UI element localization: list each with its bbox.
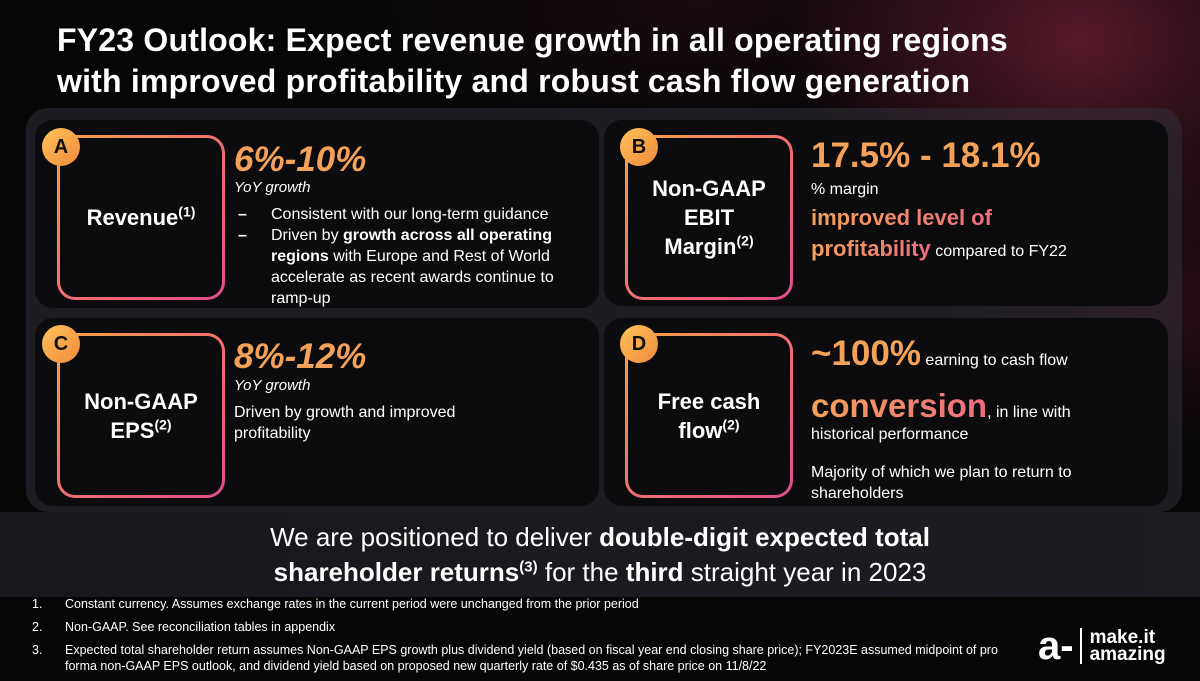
revenue-label: Revenue(1)	[60, 138, 222, 297]
eps-subhead: YoY growth	[234, 377, 311, 394]
logo-divider	[1079, 628, 1082, 664]
revenue-subhead: YoY growth	[234, 179, 311, 196]
ebit-label-line-1: Non-GAAP	[652, 176, 766, 201]
revenue-footnote-ref: (1)	[178, 203, 196, 220]
tagline-footnote-ref: (3)	[519, 558, 538, 576]
fcf-highlight: conversion	[811, 387, 988, 424]
logo-line-2: amazing	[1089, 644, 1166, 665]
eps-label-line-1: Non-GAAP	[84, 388, 198, 414]
fcf-label-line-1: Free cash	[657, 388, 761, 414]
fcf-head-trail: earning to cash flow	[920, 352, 1068, 369]
revenue-headline: 6%-10%	[234, 140, 367, 179]
footnote-number: 3.	[32, 643, 43, 657]
badge-a: A	[42, 128, 80, 166]
revenue-bullets: – Consistent with our long-term guidance…	[238, 204, 590, 309]
fcf-headline: ~100%	[811, 334, 921, 373]
bullet2-post: with Europe and Rest of World accelerate…	[271, 248, 554, 307]
footnote-item: 1. Constant currency. Assumes exchange r…	[32, 596, 1032, 612]
footnote-text: Expected total shareholder return assume…	[65, 643, 998, 673]
dash-icon: –	[238, 206, 247, 223]
revenue-label-box: Revenue(1)	[57, 135, 225, 300]
company-logo: a- make.it amazing	[1038, 626, 1166, 666]
page-title: FY23 Outlook: Expect revenue growth in a…	[57, 20, 1147, 102]
eps-body: Driven by growth and improved profitabil…	[234, 404, 456, 442]
ebit-headline: 17.5% - 18.1%	[811, 136, 1041, 175]
eps-headline: 8%-12%	[234, 337, 367, 376]
tagline-bold-1: double-digit expected total	[599, 522, 930, 552]
footnote-item: 3. Expected total shareholder return ass…	[32, 642, 1032, 674]
ebit-label-line-2: EBIT	[683, 205, 735, 230]
title-line-2: with improved profitability and robust c…	[57, 63, 971, 99]
logo-wordmark: make.it amazing	[1089, 627, 1166, 665]
badge-b: B	[620, 128, 658, 166]
fcf-line-3: historical performance	[811, 426, 969, 443]
logo-line-1: make.it	[1089, 627, 1156, 648]
ebit-highlight-1: improved level of	[811, 205, 992, 230]
footnote-item: 2. Non-GAAP. See reconciliation tables i…	[32, 619, 1032, 635]
tagline: We are positioned to deliver double-digi…	[90, 520, 1110, 590]
ebit-subhead: % margin	[811, 181, 879, 198]
footnote-text: Constant currency. Assumes exchange rate…	[65, 597, 639, 611]
ebit-label: Non-GAAP EBIT Margin(2)	[628, 138, 790, 297]
bullet2-pre: Driven by	[271, 227, 344, 244]
logo-mark-icon: a-	[1038, 624, 1074, 668]
fcf-highlight-trail: , in line with	[987, 404, 1071, 421]
ebit-label-line-3: Margin	[664, 234, 737, 259]
eps-footnote-ref: (2)	[154, 416, 172, 433]
fcf-highlight-row: conversion, in line with	[811, 386, 1171, 433]
revenue-bullet-1: – Consistent with our long-term guidance	[238, 204, 590, 225]
tagline-part-1: We are positioned to deliver	[270, 522, 600, 552]
fcf-footnote-ref: (2)	[722, 416, 740, 433]
badge-d: D	[620, 325, 658, 363]
footnote-text: Non-GAAP. See reconciliation tables in a…	[65, 620, 336, 634]
fcf-label-line-2: flow	[678, 417, 723, 443]
ebit-highlight: improved level of profitability compared…	[811, 202, 1156, 267]
eps-label-box: Non-GAAP EPS(2)	[57, 333, 225, 498]
tagline-part-3: straight year in 2023	[683, 557, 927, 587]
tagline-bold-3: third	[625, 557, 684, 587]
revenue-bullet-2-text: Driven by growth across all operating re…	[271, 225, 590, 309]
bullet2-bold-2: regions	[271, 248, 329, 265]
tagline-strip	[0, 512, 1200, 597]
revenue-bullet-2: – Driven by growth across all operating …	[238, 225, 590, 309]
bullet2-bold-1: growth across all operating	[343, 227, 552, 244]
eps-label-line-2: EPS	[110, 417, 155, 443]
footnote-number: 2.	[32, 620, 43, 634]
revenue-bullet-1-text: Consistent with our long-term guidance	[271, 206, 549, 223]
fcf-label: Free cash flow(2)	[628, 336, 790, 495]
footnote-number: 1.	[32, 597, 43, 611]
ebit-highlight-2: profitability	[811, 236, 931, 261]
fcf-note: Majority of which we plan to return to s…	[811, 464, 1072, 502]
title-line-1: FY23 Outlook: Expect revenue growth in a…	[57, 22, 1008, 58]
fcf-headline-row: ~100% earning to cash flow	[811, 334, 1171, 381]
ebit-footnote-ref: (2)	[736, 232, 754, 249]
footnotes: 1. Constant currency. Assumes exchange r…	[32, 596, 1032, 681]
revenue-label-text: Revenue	[86, 205, 179, 230]
dash-icon: –	[238, 227, 247, 244]
tagline-part-2: for the	[537, 557, 626, 587]
eps-label: Non-GAAP EPS(2)	[60, 336, 222, 495]
badge-c: C	[42, 325, 80, 363]
tagline-bold-2: shareholder returns	[273, 557, 520, 587]
ebit-trail: compared to FY22	[930, 243, 1067, 260]
